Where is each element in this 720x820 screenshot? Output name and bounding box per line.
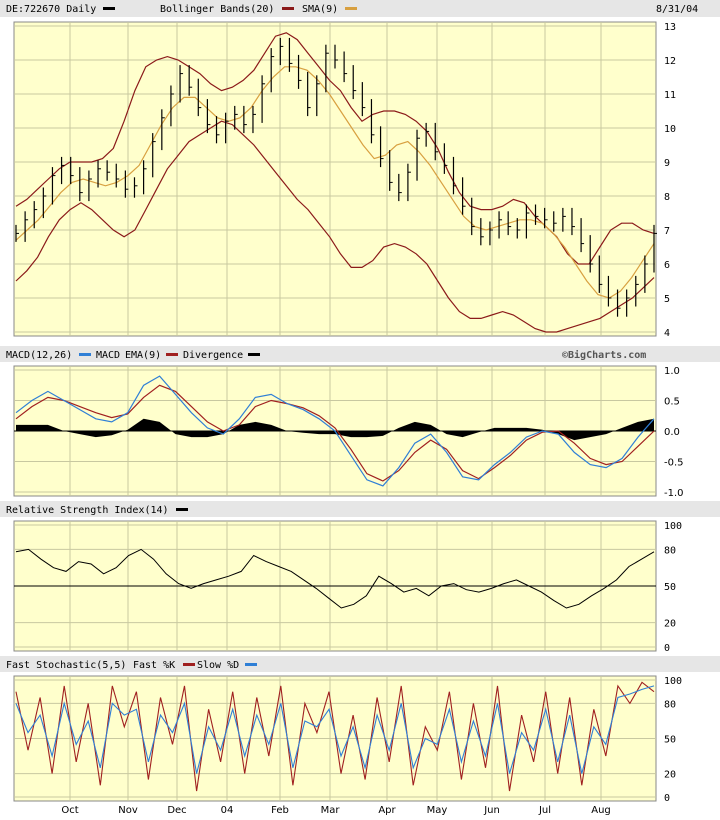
x-label-04: 04 (221, 805, 234, 816)
macd-header-bar (0, 346, 720, 362)
price-y-tick-5: 9 (664, 158, 670, 169)
price-series (15, 32, 657, 333)
x-axis-labels: Oct Nov Dec 04 Feb Mar Apr May Jun Jul Aug (61, 805, 610, 816)
stoch-y-tick-4: 100 (664, 676, 682, 687)
x-label-apr: Apr (378, 805, 396, 816)
stoch-header-bar (0, 656, 720, 672)
stoch-y-tick-3: 80 (664, 699, 676, 710)
price-y-tick-0: 4 (664, 328, 670, 339)
sma-legend-swatch (345, 7, 357, 10)
x-label-dec: Dec (167, 805, 186, 816)
rsi-y-tick-2: 50 (664, 582, 676, 593)
price-panel (13, 21, 657, 337)
macd-y-tick-3: 0.5 (664, 397, 680, 408)
price-y-tick-6: 10 (664, 124, 676, 135)
price-y-tick-8: 12 (664, 56, 676, 67)
x-label-may: May (427, 805, 448, 816)
x-label-aug: Aug (591, 805, 611, 816)
chart-date: 8/31/04 (656, 4, 698, 15)
x-label-oct: Oct (61, 805, 78, 816)
price-y-tick-2: 6 (664, 260, 670, 271)
macd-y-tick-2: 0.0 (664, 427, 680, 438)
x-label-feb: Feb (271, 805, 289, 816)
stoch-d-label: Slow %D (197, 660, 239, 671)
bollinger-legend-swatch (282, 7, 294, 10)
x-label-mar: Mar (321, 805, 341, 816)
stoch-d-line (15, 685, 655, 774)
rsi-y-tick-0: 0 (664, 643, 670, 654)
sma-line (15, 66, 655, 299)
bollinger-label: Bollinger Bands(20) (160, 4, 274, 15)
stoch-y-tick-2: 50 (664, 735, 676, 746)
rsi-y-axis: 0 20 50 80 100 (664, 521, 682, 654)
rsi-y-tick-3: 80 (664, 545, 676, 556)
sma-label: SMA(9) (302, 4, 338, 15)
stoch-series (15, 681, 655, 792)
bollinger-lower (15, 120, 655, 333)
rsi-header-bar (0, 501, 720, 517)
stoch-y-tick-0: 0 (664, 793, 670, 804)
x-label-jun: Jun (483, 805, 500, 816)
macd-y-tick-1: -0.5 (664, 458, 684, 469)
rsi-series (15, 548, 655, 609)
macd-series (15, 375, 655, 487)
macd-ema-label: EMA(9) (125, 350, 161, 361)
price-y-tick-4: 8 (664, 192, 670, 203)
macd-divergence-swatch (248, 353, 260, 356)
rsi-y-tick-4: 100 (664, 521, 682, 532)
macd-ema-swatch (166, 353, 178, 356)
price-y-axis: 4 5 6 7 8 9 10 11 12 13 (664, 22, 676, 339)
symbol-label: DE:722670 Daily (6, 4, 96, 15)
rsi-swatch (176, 508, 188, 511)
price-header-bar (0, 0, 720, 17)
rsi-grid (14, 521, 656, 651)
stoch-title: Fast Stochastic(5,5) (6, 660, 126, 671)
price-y-tick-1: 5 (664, 294, 670, 305)
price-y-tick-9: 13 (664, 22, 676, 33)
x-label-nov: Nov (118, 805, 138, 816)
rsi-title: Relative Strength Index(14) (6, 505, 169, 516)
price-y-tick-7: 11 (664, 90, 676, 101)
macd-y-tick-4: 1.0 (664, 366, 680, 377)
stoch-y-tick-1: 20 (664, 770, 676, 781)
price-y-tick-3: 7 (664, 226, 670, 237)
stoch-d-swatch (245, 663, 257, 666)
macd-line-label: MACD (96, 350, 120, 361)
macd-line-swatch (79, 353, 91, 356)
macd-divergence-label: Divergence (183, 350, 243, 361)
stoch-y-axis: 0 20 50 80 100 (664, 676, 682, 804)
macd-title: MACD(12,26) (6, 350, 72, 361)
macd-y-tick-0: -1.0 (664, 488, 684, 499)
price-legend-swatch (103, 7, 115, 10)
stoch-k-swatch (183, 663, 195, 666)
bigcharts-credit: ©BigCharts.com (562, 349, 646, 361)
rsi-y-tick-1: 20 (664, 619, 676, 630)
rsi-line (15, 548, 655, 609)
macd-y-axis: -1.0 -0.5 0.0 0.5 1.0 (664, 366, 684, 499)
stoch-k-label: Fast %K (133, 660, 175, 671)
macd-divergence-area (16, 418, 654, 441)
x-label-jul: Jul (538, 805, 551, 816)
macd-line (15, 375, 655, 487)
